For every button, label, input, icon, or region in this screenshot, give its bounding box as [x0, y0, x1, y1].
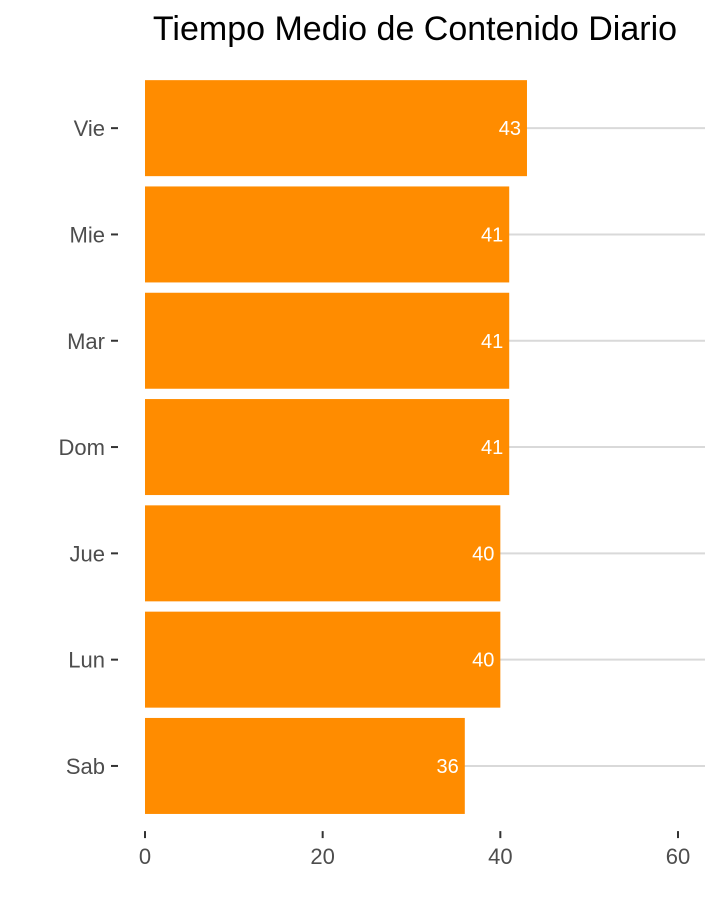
bar-mie — [145, 186, 510, 283]
data-label-sab: 36 — [437, 756, 459, 778]
data-label-jue: 40 — [472, 543, 494, 565]
x-tick-label-20: 20 — [310, 844, 334, 869]
bar-sab — [145, 717, 465, 814]
bar-vie — [145, 80, 527, 177]
bar-lun — [145, 611, 501, 708]
x-tick-label-40: 40 — [488, 844, 512, 869]
y-tick-label-lun: Lun — [68, 648, 105, 673]
data-label-vie: 43 — [499, 118, 521, 140]
bar-mar — [145, 292, 510, 389]
bar-dom — [145, 399, 510, 496]
x-tick-label-60: 60 — [666, 844, 690, 869]
y-tick-label-sab: Sab — [66, 754, 105, 779]
y-tick-label-mie: Mie — [70, 222, 105, 247]
y-tick-label-mar: Mar — [67, 329, 105, 354]
y-tick-label-dom: Dom — [59, 435, 105, 460]
data-label-lun: 40 — [472, 650, 494, 672]
y-tick-label-jue: Jue — [70, 541, 105, 566]
x-tick-label-0: 0 — [139, 844, 151, 869]
data-label-dom: 41 — [481, 437, 503, 459]
data-label-mie: 41 — [481, 224, 503, 246]
chart-title: Tiempo Medio de Contenido Diario — [152, 10, 678, 48]
data-label-mar: 41 — [481, 331, 503, 353]
bar-jue — [145, 505, 501, 602]
y-tick-label-vie: Vie — [74, 116, 105, 141]
